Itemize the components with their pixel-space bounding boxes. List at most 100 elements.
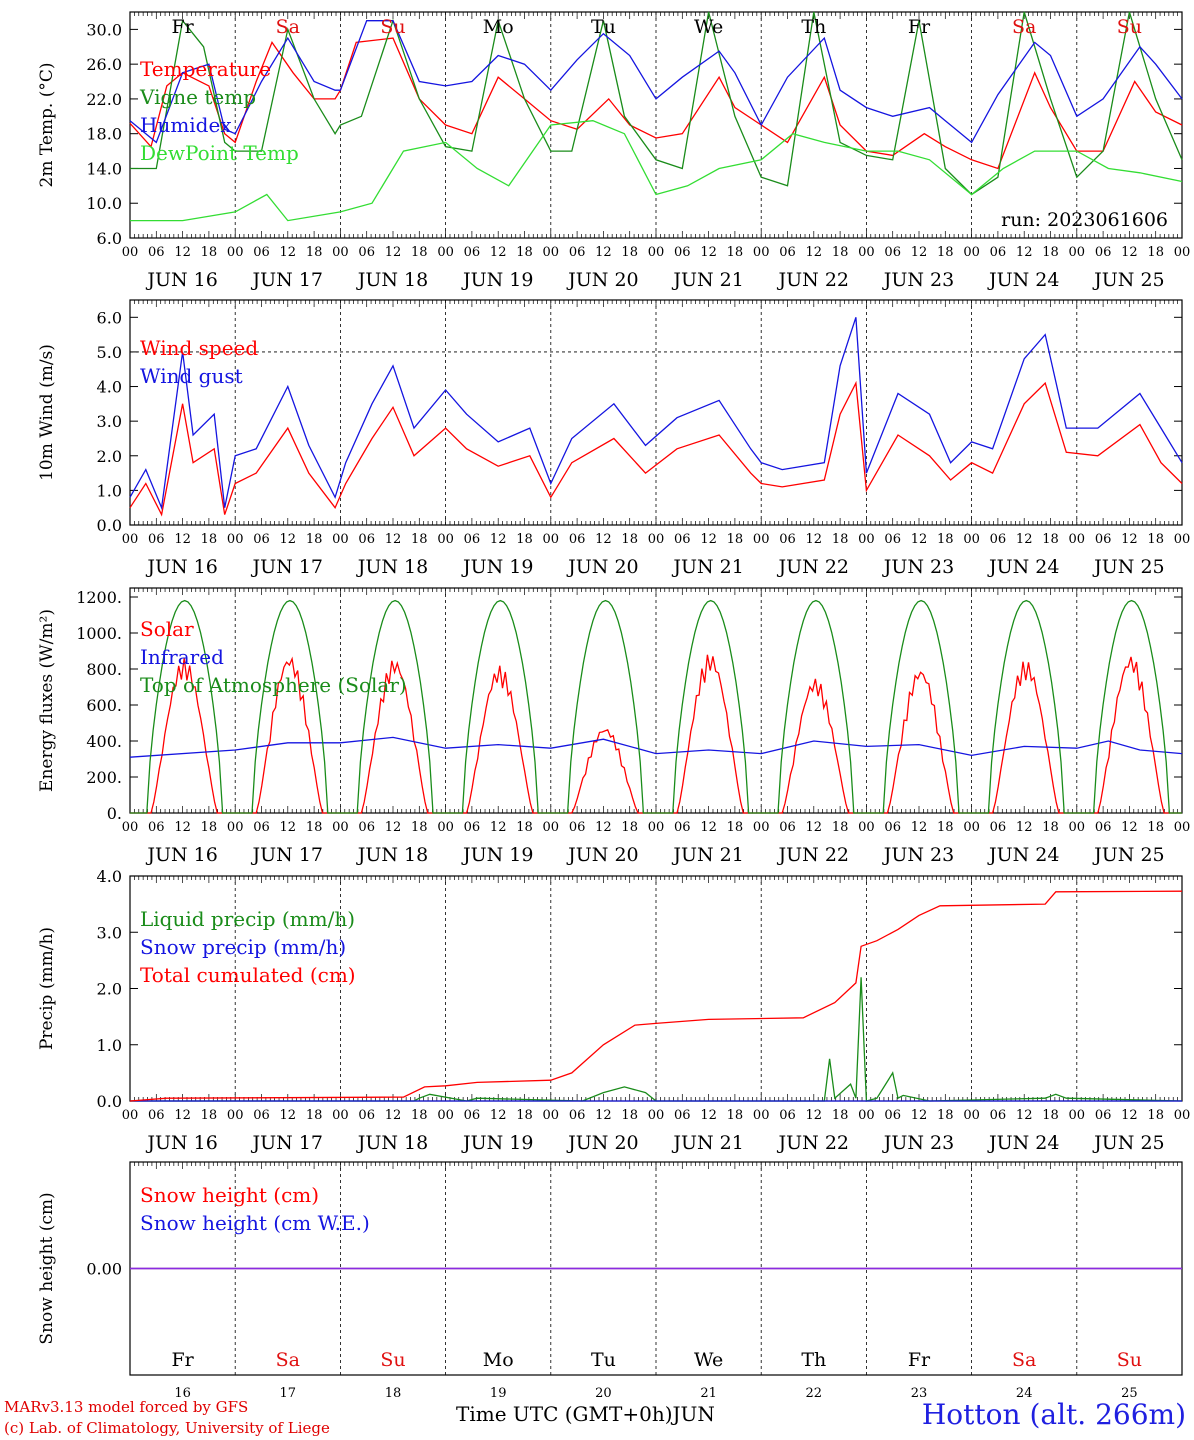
hour-tick-label: 18 [516, 820, 533, 835]
hour-tick-label: 06 [779, 820, 796, 835]
x-axis-title: Time UTC (GMT+0h)JUN [456, 1402, 715, 1426]
hour-tick-label: 18 [516, 1108, 533, 1123]
hour-tick-label: 06 [358, 245, 375, 260]
hour-tick-label: 06 [884, 820, 901, 835]
hour-tick-label: 00 [1069, 532, 1086, 547]
legend-entry: Snow height (cm W.E.) [140, 1211, 370, 1235]
hour-tick-label: 12 [385, 245, 402, 260]
y-tick-label: 2.0 [97, 980, 122, 999]
hour-tick-label: 18 [201, 245, 218, 260]
date-label: JUN 25 [1092, 844, 1164, 866]
date-label: JUN 18 [356, 844, 428, 866]
hour-tick-label: 12 [700, 820, 717, 835]
hour-tick-label: 06 [253, 1108, 270, 1123]
hour-tick-label: 06 [779, 245, 796, 260]
hour-tick-label: 00 [858, 820, 875, 835]
hour-tick-label: 12 [911, 532, 928, 547]
hour-tick-label: 12 [1121, 532, 1138, 547]
hour-tick-label: 00 [332, 820, 349, 835]
day-number-label: 17 [280, 1386, 297, 1401]
hour-tick-label: 06 [358, 820, 375, 835]
date-label: JUN 18 [356, 1132, 428, 1154]
legend-entry: Snow precip (mm/h) [140, 935, 346, 959]
run-label: run: 2023061606 [1001, 209, 1168, 231]
hour-tick-label: 06 [148, 1108, 165, 1123]
hour-tick-label: 00 [753, 532, 770, 547]
hour-tick-label: 12 [1016, 820, 1033, 835]
weekday-label: Fr [171, 1349, 194, 1371]
hour-tick-label: 06 [990, 1108, 1007, 1123]
hour-tick-label: 06 [569, 820, 586, 835]
hour-tick-label: 00 [437, 245, 454, 260]
y-axis-label: Precip (mm/h) [37, 927, 57, 1050]
y-tick-label: 14.0 [86, 159, 122, 178]
hour-tick-label: 00 [332, 245, 349, 260]
hour-tick-label: 12 [490, 1108, 507, 1123]
date-label: JUN 16 [145, 556, 217, 578]
y-tick-label: 0.0 [97, 516, 122, 535]
hour-tick-label: 18 [1147, 1108, 1164, 1123]
weekday-label: Mo [483, 16, 514, 38]
hour-tick-label: 00 [963, 1108, 980, 1123]
series-line-temperature [129, 37, 1183, 170]
hour-tick-label: 12 [174, 245, 191, 260]
y-tick-label: 10.0 [86, 194, 122, 213]
date-label: JUN 20 [566, 556, 638, 578]
hour-tick-label: 18 [516, 532, 533, 547]
hour-tick-label: 00 [648, 820, 665, 835]
model-credit: MARv3.13 model forced by GFS [4, 1398, 249, 1416]
day-number-label: 18 [385, 1386, 402, 1401]
hour-tick-label: 12 [385, 820, 402, 835]
hour-tick-label: 06 [358, 532, 375, 547]
hour-tick-label: 06 [148, 245, 165, 260]
hour-tick-label: 18 [1042, 532, 1059, 547]
date-label: JUN 20 [566, 844, 638, 866]
hour-tick-label: 06 [1095, 1108, 1112, 1123]
date-label: JUN 19 [461, 844, 533, 866]
y-tick-label: 800. [86, 660, 122, 679]
hour-tick-label: 06 [1095, 532, 1112, 547]
hour-tick-label: 12 [806, 1108, 823, 1123]
date-label: JUN 17 [251, 556, 323, 578]
hour-tick-label: 18 [621, 820, 638, 835]
hour-tick-label: 00 [1174, 1108, 1191, 1123]
weekday-label: Tu [591, 1349, 616, 1371]
y-tick-label: 2.0 [97, 447, 122, 466]
series-line-total-cumulated-cm- [129, 890, 1183, 1102]
date-label: JUN 19 [461, 269, 533, 291]
hour-tick-label: 06 [464, 820, 481, 835]
hour-tick-label: 18 [727, 820, 744, 835]
legend-entry: Infrared [140, 645, 224, 669]
hour-tick-label: 06 [884, 1108, 901, 1123]
hour-tick-label: 12 [1121, 1108, 1138, 1123]
hour-tick-label: 00 [648, 1108, 665, 1123]
hour-tick-label: 06 [464, 1108, 481, 1123]
hour-tick-label: 18 [411, 1108, 428, 1123]
hour-tick-label: 12 [595, 532, 612, 547]
hour-tick-label: 12 [911, 820, 928, 835]
hour-tick-label: 00 [858, 532, 875, 547]
hour-tick-label: 18 [201, 1108, 218, 1123]
hour-tick-label: 12 [280, 245, 297, 260]
y-tick-label: 1000. [76, 624, 122, 643]
date-label: JUN 17 [251, 269, 323, 291]
hour-tick-label: 18 [621, 1108, 638, 1123]
weekday-label: Su [1117, 1349, 1142, 1371]
x-axis-label: Time UTC (GMT+0h) [456, 1402, 673, 1426]
hour-tick-label: 00 [543, 820, 560, 835]
date-label: JUN 21 [671, 844, 743, 866]
hour-tick-label: 00 [227, 532, 244, 547]
series-line-dewpoint-temp [130, 120, 1183, 222]
hour-tick-label: 06 [253, 532, 270, 547]
y-tick-label: 6.0 [97, 308, 122, 327]
hour-tick-label: 12 [174, 1108, 191, 1123]
y-tick-label: 600. [86, 696, 122, 715]
hour-tick-label: 18 [411, 245, 428, 260]
day-number-label: 23 [911, 1386, 928, 1401]
hour-tick-label: 00 [648, 245, 665, 260]
hour-tick-label: 12 [490, 820, 507, 835]
hour-tick-label: 12 [1121, 820, 1138, 835]
weekday-label: Th [801, 1349, 826, 1371]
hour-tick-label: 12 [280, 1108, 297, 1123]
y-tick-label: 0. [107, 804, 122, 823]
